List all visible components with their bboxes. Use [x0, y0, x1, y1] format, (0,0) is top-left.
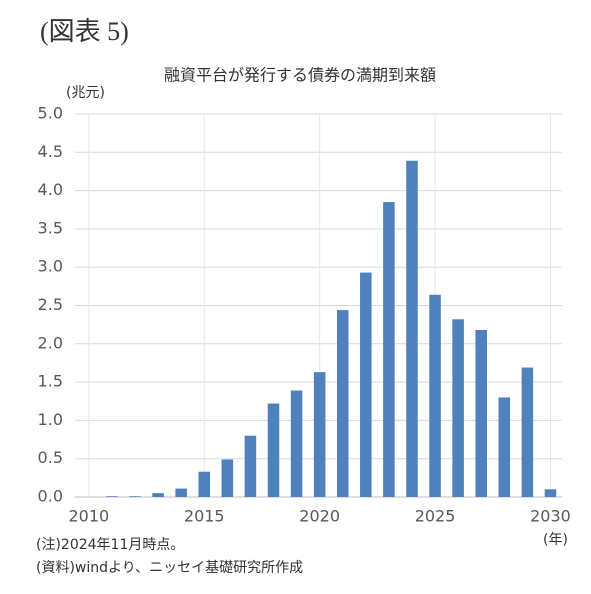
bar [498, 397, 511, 497]
bar [221, 459, 234, 497]
bar [544, 489, 557, 497]
bar [475, 330, 487, 497]
y-tick-label: 2.0 [38, 333, 63, 352]
x-tick-label: 2020 [299, 507, 340, 526]
bar [429, 294, 441, 497]
bar [267, 403, 280, 497]
note: (注)2024年11月時点。 [36, 537, 184, 553]
x-tick-label: 2010 [68, 507, 109, 526]
bar [406, 160, 418, 497]
bar [383, 202, 395, 497]
bar [175, 488, 187, 497]
y-tick-label: 2.5 [38, 295, 63, 314]
y-tick-label: 5.0 [38, 104, 63, 123]
bar [129, 496, 141, 497]
chart-title: 融資平台が発行する債券の満期到来額 [164, 66, 436, 85]
y-tick-label: 4.0 [38, 180, 63, 199]
y-tick-label: 3.0 [38, 257, 63, 276]
bar [244, 435, 257, 497]
x-tick-label: 2025 [415, 507, 456, 526]
page-title: (図表 5) [40, 17, 129, 46]
bar [198, 471, 211, 497]
y-tick-label: 0.0 [38, 487, 63, 506]
bar [152, 493, 164, 497]
bar [106, 496, 118, 497]
bar [313, 372, 326, 497]
y-axis-unit: (兆元) [66, 85, 105, 101]
source: (資料)windより、ニッセイ基礎研究所作成 [36, 559, 303, 576]
bar [336, 310, 349, 497]
y-tick-label: 4.5 [38, 142, 63, 161]
y-tick-label: 1.0 [38, 410, 63, 429]
x-tick-label: 2015 [184, 507, 225, 526]
x-axis-unit: (年) [543, 532, 568, 548]
bar [360, 272, 372, 497]
y-tick-label: 1.5 [38, 372, 63, 391]
y-tick-label: 0.5 [38, 448, 63, 467]
x-tick-label: 2030 [530, 507, 571, 526]
y-tick-label: 3.5 [38, 218, 63, 237]
bar [452, 319, 464, 497]
bar [521, 367, 534, 497]
bar [290, 390, 303, 497]
